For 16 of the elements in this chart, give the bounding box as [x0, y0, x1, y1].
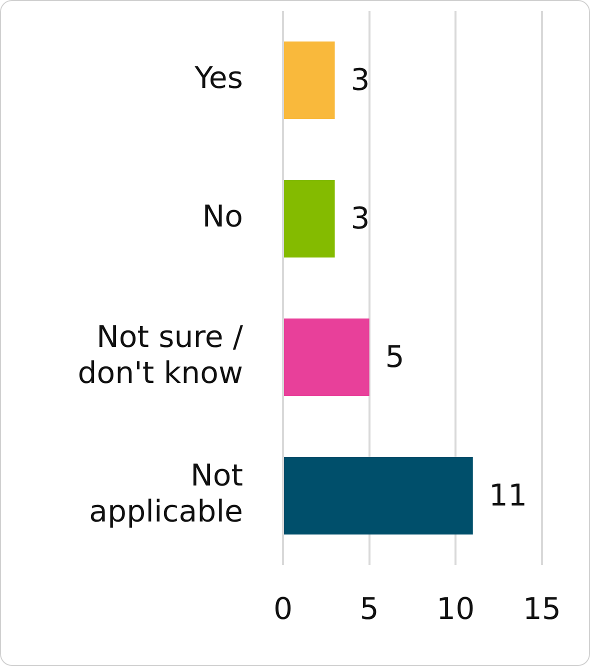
x-tick-label: 10: [436, 592, 475, 627]
data-label: 3: [350, 63, 370, 98]
y-tick-label: No: [202, 200, 243, 235]
bar: [284, 456, 473, 535]
y-tick-label: Yes: [194, 61, 243, 96]
data-label: 3: [350, 202, 370, 237]
x-tick-label: 0: [273, 592, 293, 627]
data-label: 5: [385, 340, 404, 376]
y-tick-label: Not applicable: [89, 458, 244, 530]
bar: [284, 180, 335, 258]
bar: [284, 41, 335, 120]
y-tick-label: Not sure / don't know: [78, 320, 244, 392]
data-label: 11: [488, 478, 528, 514]
x-tick-label: 15: [522, 592, 562, 627]
x-tick-label: 5: [360, 592, 379, 627]
bar: [284, 318, 370, 396]
